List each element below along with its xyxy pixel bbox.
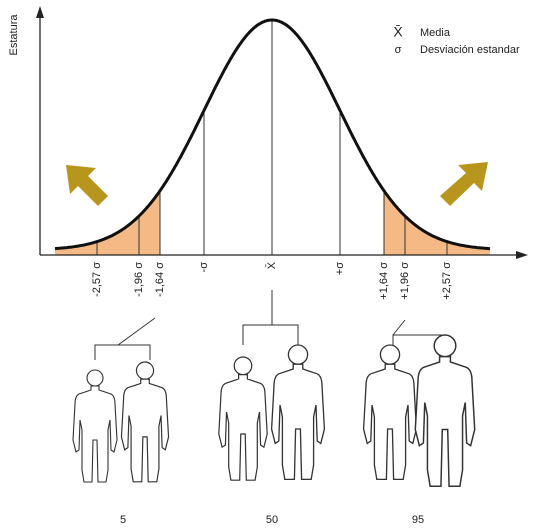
y-axis-label: Estatura	[8, 14, 20, 56]
figure	[73, 370, 117, 482]
y-arrow	[36, 6, 44, 18]
figure	[415, 335, 474, 486]
arrow-left	[66, 165, 108, 206]
legend-symbol: X̄	[393, 24, 403, 40]
tail-shade	[384, 191, 490, 255]
tick-label: X̄	[265, 261, 278, 269]
tick-label: +σ	[334, 262, 346, 275]
tick-label: +2,57 σ	[441, 262, 453, 300]
x-arrow	[516, 251, 528, 259]
legend-symbol: σ	[395, 44, 402, 56]
tick-label: -σ	[198, 262, 210, 273]
arrow-right	[440, 162, 488, 206]
tick-label: +1,96 σ	[399, 262, 411, 300]
tick-label: -2,57 σ	[91, 262, 103, 297]
percentile: 50	[266, 514, 278, 526]
diagram: Estatura X̄ Media σ Desviación estandar …	[0, 0, 558, 530]
legend-label: Desviación estandar	[420, 44, 520, 56]
bracket	[95, 318, 155, 360]
percentile: 5	[120, 514, 126, 526]
page: {"axis": {"y_label": "Estatura"}, "legen…	[0, 0, 558, 530]
tick-label: -1,64 σ	[154, 262, 166, 297]
percentile: 95	[412, 514, 424, 526]
tick-label: +1,64 σ	[378, 262, 390, 300]
bracket	[243, 290, 298, 345]
figure	[272, 345, 325, 479]
legend-label: Media	[420, 27, 451, 39]
figure	[121, 362, 168, 482]
tick-label: -1,96 σ	[133, 262, 145, 297]
figure	[364, 345, 417, 479]
tail-shade	[55, 191, 160, 255]
figure	[219, 357, 267, 480]
